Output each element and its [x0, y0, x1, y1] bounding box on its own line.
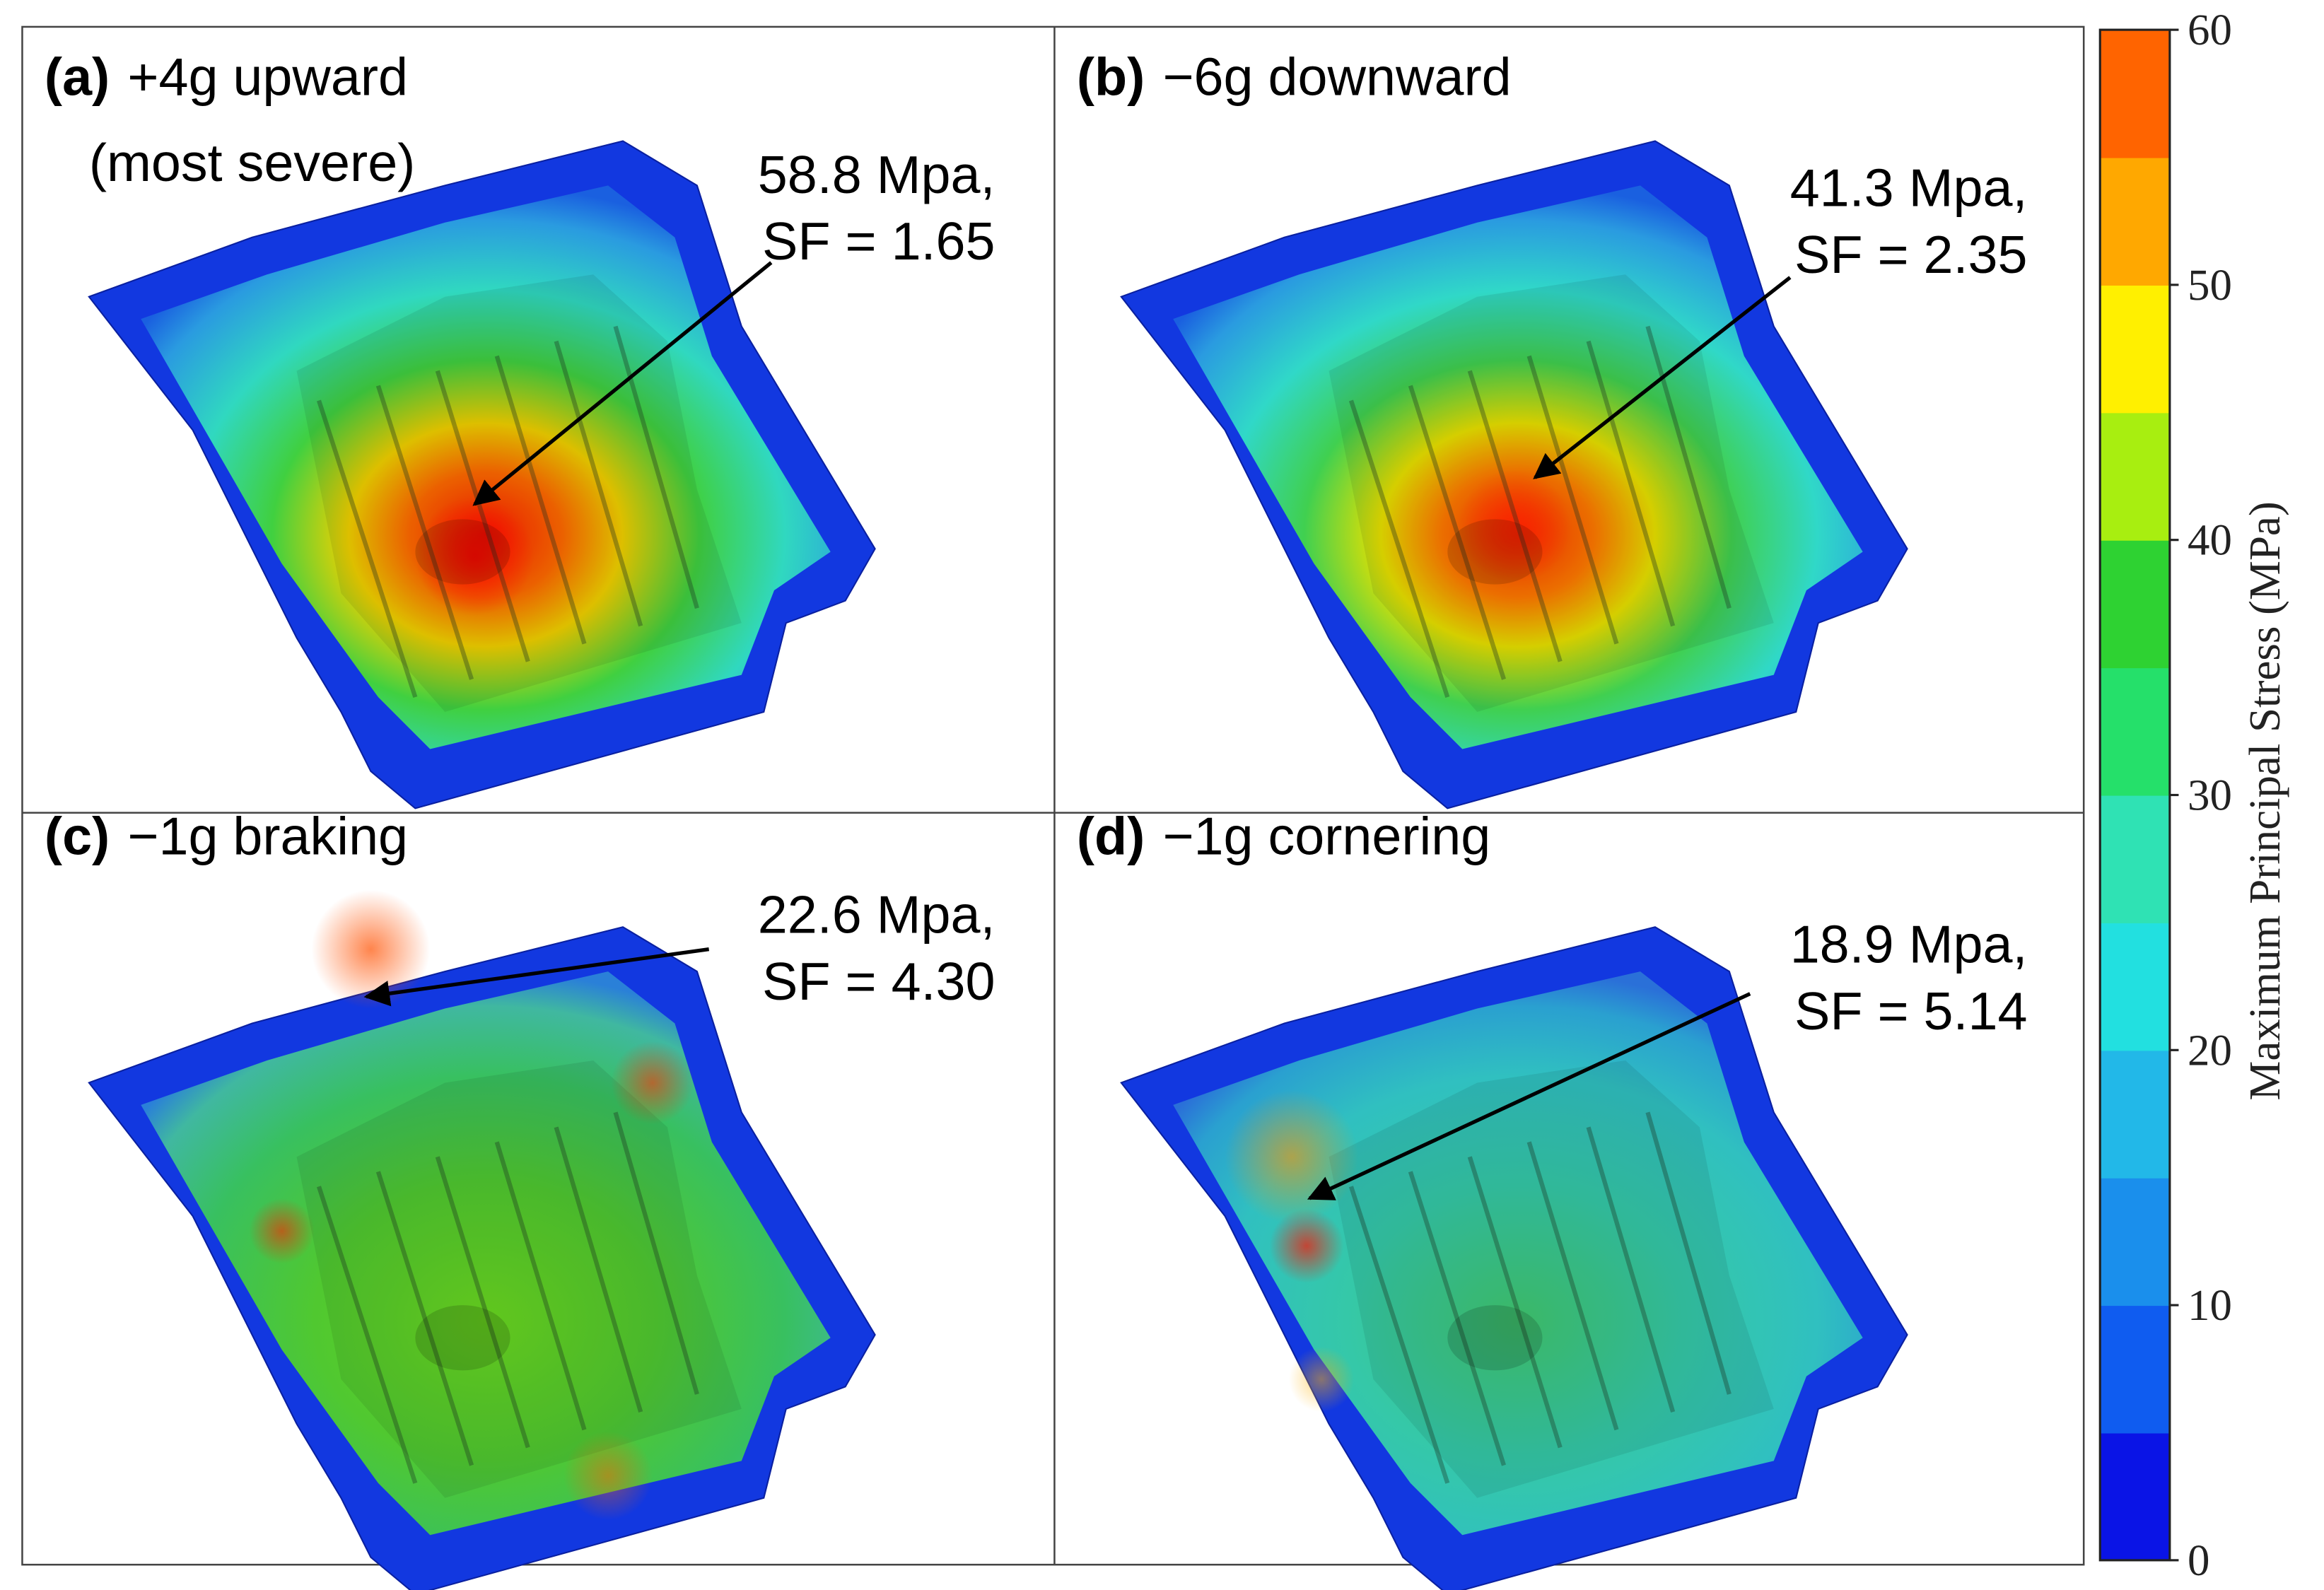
stress-annotation: 58.8 Mpa,: [758, 146, 995, 205]
colorbar-bin: [2100, 1305, 2170, 1434]
mount-boss: [1447, 519, 1543, 585]
stress-annotation: 18.9 Mpa,: [1790, 916, 2028, 975]
panel-title: +4g upward: [127, 47, 408, 107]
hot-spot: [1457, 470, 1571, 583]
panel-label: (c): [45, 807, 110, 866]
panels: (a) +4g upward (most severe) 58.8 Mpa, SF = …: [45, 47, 2028, 1590]
mount-boss: [1447, 1305, 1543, 1371]
rib: [613, 1111, 699, 1395]
rib: [1645, 1111, 1732, 1395]
panel-caption: (d) −1g cornering: [1077, 807, 1490, 866]
colorbar-tick-label: 10: [2188, 1280, 2232, 1330]
panel-caption: (b) −6g downward: [1077, 47, 1512, 107]
rib: [1348, 1186, 1450, 1484]
colorbar-tick-label: 60: [2188, 5, 2232, 54]
arrow: [472, 261, 773, 506]
colorbar-bin: [2100, 1432, 2170, 1561]
colorbar: 0 10 20 30 40 50 60: [2098, 5, 2232, 1585]
rib: [1467, 370, 1563, 662]
hot-spot: [1288, 1346, 1355, 1413]
panel-title: −1g braking: [127, 807, 408, 866]
rib: [1408, 385, 1507, 680]
safety-factor: SF = 1.65: [762, 212, 995, 271]
colorbar-bin: [2100, 667, 2170, 796]
arrow: [363, 947, 710, 1007]
rib: [494, 355, 587, 645]
hot-spot: [311, 889, 431, 1009]
stress-annotation: 22.6 Mpa,: [758, 886, 995, 945]
safety-factor: SF = 4.30: [762, 952, 995, 1012]
colorbar-tick-label: 40: [2188, 515, 2232, 565]
safety-factor: SF = 5.14: [1794, 982, 2027, 1041]
colorbar-title: Maximum Principal Stress (MPa): [2240, 501, 2289, 1100]
colorbar-bin: [2100, 539, 2170, 669]
rib: [1526, 1141, 1619, 1431]
panel-subtitle: (most severe): [89, 134, 415, 193]
panel-title: −1g cornering: [1162, 807, 1490, 866]
panel: (a) +4g upward (most severe) 58.8 Mpa, SF = …: [45, 47, 995, 809]
tray-cavity: [296, 274, 742, 713]
mount-boss: [415, 519, 510, 585]
rib: [375, 1171, 474, 1466]
panel-label: (b): [1077, 47, 1145, 107]
rib: [554, 1126, 643, 1413]
rib: [375, 385, 474, 680]
colorbar-bin: [2100, 284, 2170, 414]
rib: [554, 340, 643, 627]
hot-spot: [249, 1198, 315, 1264]
safety-factor: SF = 2.35: [1794, 226, 2027, 285]
colorbar-bin: [2100, 157, 2170, 286]
hot-spot: [1269, 1208, 1344, 1283]
hot-spot: [564, 1431, 653, 1521]
tray-floor: [141, 185, 831, 749]
colorbar-tick-label: 30: [2188, 770, 2232, 819]
colorbar-tick-label: 20: [2188, 1025, 2232, 1075]
colorbar-bin: [2100, 30, 2170, 158]
rib: [1586, 1126, 1676, 1413]
stress-annotation: 41.3 Mpa,: [1790, 159, 2028, 218]
colorbar-bin: [2100, 412, 2170, 541]
panel-frame: [21, 25, 2085, 1566]
panel: (d) −1g cornering 18.9 Mpa, SF = 5.14: [1077, 807, 2028, 1590]
panel-label: (a): [45, 47, 110, 107]
rib: [1467, 1156, 1563, 1449]
rib: [1526, 355, 1619, 645]
hot-spot: [415, 496, 535, 616]
panel-label: (d): [1077, 807, 1145, 866]
arrow: [1307, 992, 1751, 1200]
rib: [613, 325, 699, 609]
tray-floor: [1173, 185, 1863, 749]
hot-spot: [1225, 1089, 1359, 1224]
panel: (b) −6g downward 41.3 Mpa, SF = 2.35: [1077, 47, 2028, 809]
mount-boss: [415, 1305, 510, 1371]
rib: [1645, 325, 1732, 609]
rib: [494, 1141, 587, 1431]
colorbar-bin: [2100, 1177, 2170, 1307]
tray-floor: [1173, 971, 1863, 1536]
tray-cavity: [1329, 1060, 1774, 1498]
rib: [316, 1186, 418, 1484]
panel: (c) −1g braking 22.6 Mpa, SF = 4.30: [45, 807, 995, 1590]
rib: [435, 370, 530, 662]
rib: [435, 1156, 530, 1449]
arrow: [1533, 276, 1792, 479]
colorbar-bin: [2100, 1050, 2170, 1179]
colorbar-bin: [2100, 795, 2170, 923]
panel-caption: (a) +4g upward: [45, 47, 408, 107]
colorbar-tick-label: 0: [2188, 1536, 2209, 1585]
colorbar-bin: [2100, 922, 2170, 1051]
tray-cavity: [296, 1060, 742, 1498]
hot-spot: [611, 1041, 694, 1125]
colorbar-tick-label: 50: [2188, 260, 2232, 310]
rib: [1408, 1171, 1507, 1466]
rib: [1586, 340, 1676, 627]
panel-title: −6g downward: [1162, 47, 1511, 107]
rib: [316, 399, 418, 698]
rib: [1348, 399, 1450, 698]
panel-caption: (c) −1g braking: [45, 807, 408, 866]
